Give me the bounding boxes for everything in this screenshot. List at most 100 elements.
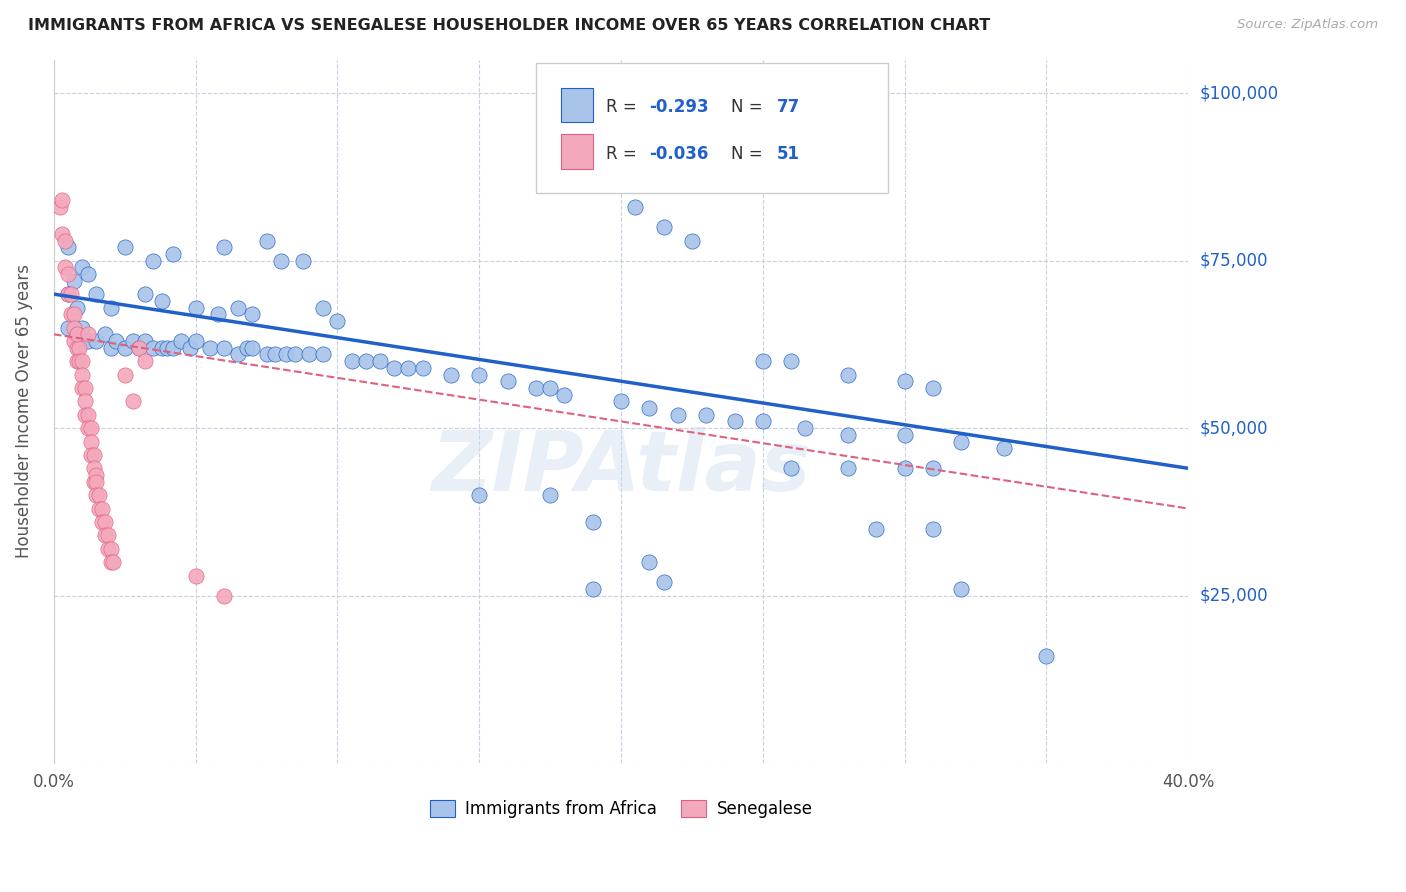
Legend: Immigrants from Africa, Senegalese: Immigrants from Africa, Senegalese: [423, 794, 820, 825]
Point: [553, 387, 575, 401]
Point: [70, 368, 93, 382]
Point: [51, 194, 73, 208]
Point: [128, 341, 150, 355]
Point: [128, 341, 150, 355]
Point: [53, 260, 76, 275]
Point: [65, 301, 87, 315]
Point: [468, 488, 491, 502]
Point: [624, 200, 647, 214]
Point: [893, 374, 915, 388]
Point: [198, 341, 221, 355]
Point: [70, 260, 93, 275]
Point: [382, 360, 405, 375]
Text: -0.293: -0.293: [650, 98, 709, 116]
Point: [312, 301, 335, 315]
Point: [368, 354, 391, 368]
Point: [56, 287, 79, 301]
Text: $50,000: $50,000: [1199, 419, 1268, 437]
Point: [156, 341, 179, 355]
Point: [48, 200, 70, 214]
Point: [162, 341, 184, 355]
Point: [922, 461, 945, 475]
Point: [83, 475, 105, 489]
Point: [212, 341, 235, 355]
Point: [354, 354, 377, 368]
Point: [51, 227, 73, 241]
Point: [142, 341, 165, 355]
Point: [80, 434, 103, 449]
Point: [83, 461, 105, 475]
Point: [440, 368, 463, 382]
Point: [97, 541, 120, 556]
Point: [950, 582, 973, 596]
Point: [114, 240, 136, 254]
Point: [538, 381, 561, 395]
Point: [226, 347, 249, 361]
Point: [134, 334, 156, 348]
Point: [100, 555, 122, 569]
Point: [89, 501, 111, 516]
Point: [170, 334, 193, 348]
Point: [184, 334, 207, 348]
Point: [162, 247, 184, 261]
Point: [638, 401, 661, 415]
Point: [752, 354, 775, 368]
Point: [103, 555, 125, 569]
Point: [723, 414, 745, 428]
Text: Source: ZipAtlas.com: Source: ZipAtlas.com: [1237, 18, 1378, 31]
Point: [62, 307, 84, 321]
Point: [70, 354, 93, 368]
Point: [114, 341, 136, 355]
Point: [794, 421, 817, 435]
Point: [86, 475, 108, 489]
Point: [298, 347, 321, 361]
Point: [56, 267, 79, 281]
Point: [73, 381, 96, 395]
Point: [396, 360, 419, 375]
Point: [70, 320, 93, 334]
Point: [652, 575, 675, 590]
Point: [340, 354, 363, 368]
Point: [638, 555, 661, 569]
Point: [412, 360, 434, 375]
Point: [596, 167, 619, 181]
Point: [212, 589, 235, 603]
Text: $75,000: $75,000: [1199, 252, 1268, 269]
Point: [65, 341, 87, 355]
Point: [256, 234, 278, 248]
Point: [582, 515, 605, 529]
Point: [207, 307, 229, 321]
Point: [67, 354, 90, 368]
Point: [235, 341, 257, 355]
Point: [292, 253, 315, 268]
Point: [53, 234, 76, 248]
Point: [56, 240, 79, 254]
FancyBboxPatch shape: [561, 134, 593, 169]
Point: [270, 253, 292, 268]
Point: [62, 320, 84, 334]
Point: [184, 301, 207, 315]
Point: [94, 528, 117, 542]
Point: [837, 461, 859, 475]
Point: [666, 408, 689, 422]
Point: [76, 327, 98, 342]
Point: [468, 368, 491, 382]
Point: [65, 327, 87, 342]
Point: [184, 568, 207, 582]
Point: [264, 347, 287, 361]
Point: [652, 86, 675, 100]
Point: [865, 522, 887, 536]
Point: [326, 314, 349, 328]
Point: [524, 381, 547, 395]
Text: R =: R =: [606, 98, 643, 116]
Text: $100,000: $100,000: [1199, 84, 1278, 102]
Point: [86, 287, 108, 301]
Point: [100, 341, 122, 355]
Point: [538, 488, 561, 502]
Point: [76, 267, 98, 281]
Y-axis label: Householder Income Over 65 years: Householder Income Over 65 years: [15, 264, 32, 558]
Point: [76, 408, 98, 422]
Point: [922, 381, 945, 395]
Point: [56, 320, 79, 334]
Text: -0.036: -0.036: [650, 145, 709, 162]
